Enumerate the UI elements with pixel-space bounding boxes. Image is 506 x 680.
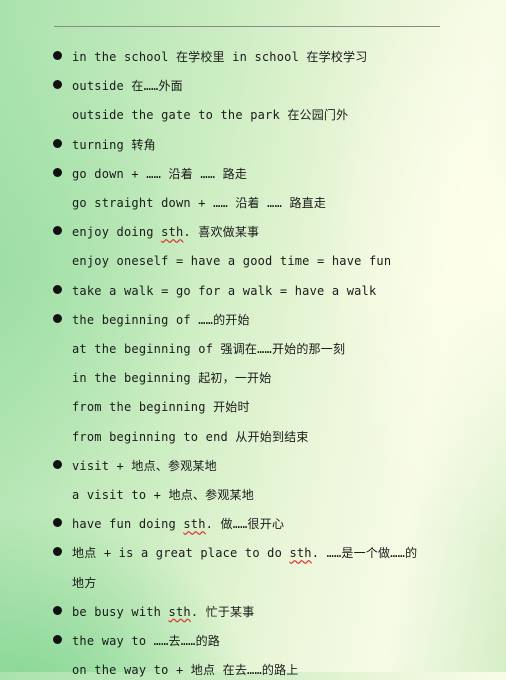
spellcheck-marked-word: sth bbox=[183, 517, 206, 532]
spellcheck-marked-word: sth bbox=[289, 546, 312, 561]
note-text: the beginning of ……的开始 bbox=[72, 312, 250, 327]
note-row: outside the gate to the park 在公园门外 bbox=[0, 105, 506, 125]
note-row: 地点 + is a great place to do sth. ……是一个做…… bbox=[0, 543, 506, 563]
note-text: go down + …… 沿着 …… 路走 bbox=[72, 166, 248, 181]
note-text: 地方 bbox=[72, 575, 97, 590]
bullet-icon bbox=[53, 226, 62, 236]
note-row: 地方 bbox=[0, 573, 506, 593]
note-row: in the school 在学校里 in school 在学校学习 bbox=[0, 47, 506, 67]
note-text: take a walk = go for a walk = have a wal… bbox=[72, 283, 377, 298]
bullet-icon bbox=[53, 547, 62, 557]
note-row: enjoy doing sth. 喜欢做某事 bbox=[0, 222, 506, 242]
spellcheck-marked-word: sth bbox=[161, 225, 184, 240]
note-row: turning 转角 bbox=[0, 135, 506, 155]
note-row: take a walk = go for a walk = have a wal… bbox=[0, 281, 506, 301]
note-row: at the beginning of 强调在……开始的那一刻 bbox=[0, 339, 506, 359]
note-text-post: . 忙于某事 bbox=[190, 604, 255, 619]
bullet-icon bbox=[53, 459, 62, 469]
note-text-pre: be busy with bbox=[72, 604, 169, 619]
note-row: from beginning to end 从开始到结束 bbox=[0, 427, 506, 447]
bullet-icon bbox=[53, 284, 62, 294]
bullet-icon bbox=[53, 635, 62, 644]
note-row: be busy with sth. 忙于某事 bbox=[0, 602, 506, 622]
note-text: a visit to + 地点、参观某地 bbox=[72, 488, 254, 502]
note-text: from beginning to end 从开始到结束 bbox=[72, 429, 309, 444]
note-row: in the beginning 起初，一开始 bbox=[0, 368, 506, 388]
note-row: the beginning of ……的开始 bbox=[0, 310, 506, 330]
note-text: in the beginning 起初，一开始 bbox=[72, 371, 272, 386]
note-row: from the beginning 开始时 bbox=[0, 397, 506, 417]
note-text: go straight down + …… 沿着 …… 路直走 bbox=[72, 196, 327, 210]
note-text: 地点 + is a great place to do sth. ……是一个做…… bbox=[72, 543, 417, 563]
top-divider bbox=[54, 26, 440, 27]
note-row: outside 在……外面 bbox=[0, 76, 506, 96]
note-row: go down + …… 沿着 …… 路走 bbox=[0, 164, 506, 184]
bullet-icon bbox=[53, 138, 62, 148]
bullet-icon bbox=[53, 605, 62, 615]
note-text: enjoy doing sth. 喜欢做某事 bbox=[72, 222, 259, 242]
note-text-pre: 地点 + is a great place to do bbox=[72, 546, 290, 561]
note-text: the way to ……去……的路 bbox=[72, 634, 220, 648]
note-text-pre: have fun doing bbox=[72, 517, 184, 532]
note-text: from the beginning 开始时 bbox=[72, 400, 250, 415]
bullet-icon bbox=[53, 51, 62, 60]
note-text-post: . 喜欢做某事 bbox=[183, 225, 260, 240]
bullet-icon bbox=[53, 167, 62, 177]
spellcheck-marked-word: sth bbox=[168, 604, 191, 619]
note-row: the way to ……去……的路 bbox=[0, 631, 506, 651]
note-text: visit + 地点、参观某地 bbox=[72, 458, 217, 473]
note-row: visit + 地点、参观某地 bbox=[0, 456, 506, 476]
note-text: outside the gate to the park 在公园门外 bbox=[72, 108, 349, 123]
note-text: enjoy oneself = have a good time = have … bbox=[72, 254, 392, 269]
note-text: outside 在……外面 bbox=[72, 79, 183, 94]
note-row: a visit to + 地点、参观某地 bbox=[0, 485, 506, 505]
note-text: turning 转角 bbox=[72, 137, 156, 152]
note-text: in the school 在学校里 in school 在学校学习 bbox=[72, 50, 368, 64]
note-text: be busy with sth. 忙于某事 bbox=[72, 602, 254, 622]
bullet-icon bbox=[53, 518, 62, 528]
note-row: on the way to + 地点 在去……的路上 bbox=[0, 660, 506, 680]
note-text: have fun doing sth. 做……很开心 bbox=[72, 514, 284, 534]
bullet-icon bbox=[53, 313, 62, 323]
note-text: at the beginning of 强调在……开始的那一刻 bbox=[72, 342, 346, 356]
note-text: on the way to + 地点 在去……的路上 bbox=[72, 663, 299, 678]
note-text-post: . ……是一个做……的 bbox=[311, 546, 418, 561]
note-row: enjoy oneself = have a good time = have … bbox=[0, 251, 506, 271]
note-row: go straight down + …… 沿着 …… 路直走 bbox=[0, 193, 506, 213]
note-row: have fun doing sth. 做……很开心 bbox=[0, 514, 506, 534]
note-text-post: . 做……很开心 bbox=[205, 517, 285, 532]
note-text-pre: enjoy doing bbox=[72, 225, 162, 240]
bullet-icon bbox=[53, 80, 62, 90]
